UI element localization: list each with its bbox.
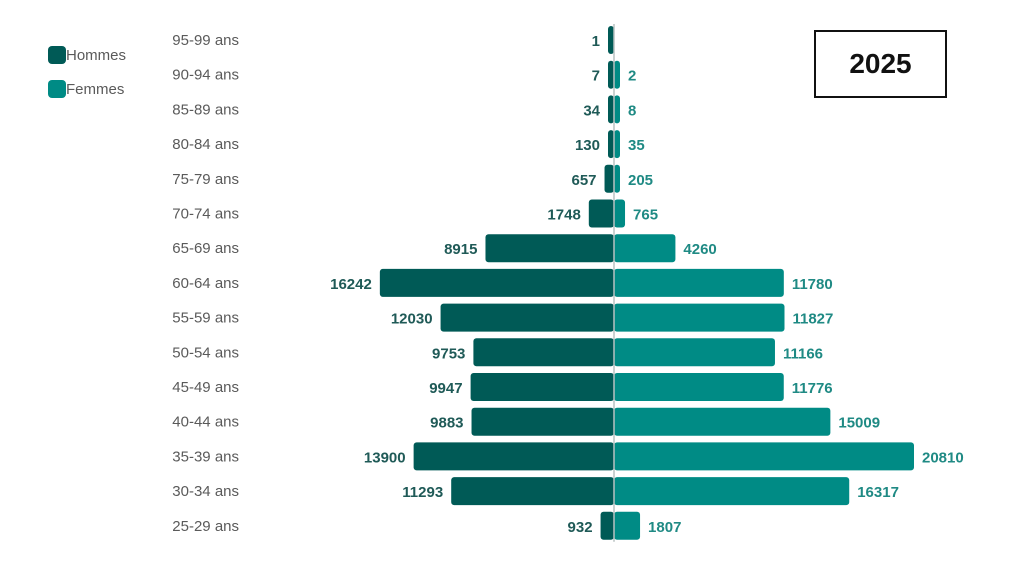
data-label-men: 16242 <box>330 276 372 293</box>
age-group-label: 90-94 ans <box>172 67 239 84</box>
data-label-women: 4260 <box>683 241 716 258</box>
bar-women <box>614 442 914 471</box>
data-label-men: 1748 <box>547 207 580 224</box>
bar-men <box>600 511 614 540</box>
year-box: 2025 <box>814 30 947 98</box>
bar-women <box>614 130 620 159</box>
data-label-men: 8915 <box>444 241 477 258</box>
legend-swatch-women <box>48 80 66 98</box>
bar-men <box>608 130 614 159</box>
data-label-women: 11776 <box>792 380 833 397</box>
bar-women <box>614 199 626 228</box>
data-label-men: 1 <box>592 33 600 50</box>
bar-women <box>614 234 676 263</box>
data-label-men: 657 <box>571 172 596 189</box>
bar-women <box>614 373 784 401</box>
age-group-label: 60-64 ans <box>172 275 239 292</box>
data-label-women: 35 <box>628 137 645 154</box>
bar-men <box>470 373 614 401</box>
age-group-label: 85-89 ans <box>172 101 239 118</box>
legend-item-women: Femmes <box>48 72 126 106</box>
bar-men <box>413 442 614 471</box>
legend-label-women: Femmes <box>66 80 125 98</box>
age-group-label: 35-39 ans <box>172 448 239 465</box>
data-label-women: 20810 <box>922 449 964 466</box>
bar-men <box>440 303 614 332</box>
bar-women <box>614 60 620 89</box>
bar-women <box>614 407 831 436</box>
bar-men <box>588 199 614 228</box>
age-group-label: 75-79 ans <box>172 171 239 188</box>
data-label-women: 16317 <box>857 484 899 501</box>
bar-women <box>614 164 620 193</box>
bar-men <box>608 95 614 124</box>
data-label-men: 932 <box>568 519 593 536</box>
data-label-men: 11293 <box>402 484 443 501</box>
age-group-label: 55-59 ans <box>172 310 239 327</box>
legend-swatch-men <box>48 46 66 64</box>
data-label-men: 130 <box>575 137 600 154</box>
bar-women <box>614 95 620 124</box>
age-group-label: 30-34 ans <box>172 483 239 500</box>
data-label-women: 11827 <box>792 311 833 328</box>
data-label-men: 13900 <box>364 449 406 466</box>
bar-women <box>614 268 784 297</box>
data-label-women: 1807 <box>648 519 681 536</box>
age-group-label: 50-54 ans <box>172 344 239 361</box>
bar-men <box>379 268 614 297</box>
data-label-men: 9947 <box>429 380 462 397</box>
bar-men <box>608 60 614 89</box>
bar-women <box>614 477 850 506</box>
data-label-women: 2 <box>628 68 636 85</box>
bar-men <box>608 26 614 54</box>
data-label-women: 11780 <box>792 276 833 293</box>
legend-label-men: Hommes <box>66 46 127 64</box>
bar-men <box>604 164 614 193</box>
data-label-men: 9753 <box>432 345 465 362</box>
bar-men <box>471 407 614 436</box>
data-label-women: 15009 <box>838 415 880 432</box>
bar-men <box>451 477 614 506</box>
legend-item-men: Hommes <box>48 38 126 72</box>
age-group-label: 45-49 ans <box>172 379 239 396</box>
data-label-men: 12030 <box>391 311 433 328</box>
age-group-label: 70-74 ans <box>172 206 239 223</box>
bar-men <box>485 234 614 263</box>
bar-men <box>473 338 614 367</box>
data-label-women: 8 <box>628 102 636 119</box>
bar-women <box>614 511 641 540</box>
data-label-men: 9883 <box>430 415 463 432</box>
age-group-label: 80-84 ans <box>172 136 239 153</box>
data-label-men: 34 <box>583 102 600 119</box>
age-group-label: 40-44 ans <box>172 414 239 431</box>
data-label-women: 11166 <box>783 345 823 362</box>
data-label-men: 7 <box>592 68 600 85</box>
year-label: 2025 <box>849 48 912 79</box>
bar-women <box>614 338 775 367</box>
bar-women <box>614 303 785 332</box>
age-group-label: 25-29 ans <box>172 518 239 535</box>
age-group-label: 65-69 ans <box>172 240 239 257</box>
age-group-label: 95-99 ans <box>172 32 239 49</box>
data-label-women: 765 <box>633 207 658 224</box>
data-label-women: 205 <box>628 172 653 189</box>
legend: Hommes Femmes <box>48 38 126 106</box>
